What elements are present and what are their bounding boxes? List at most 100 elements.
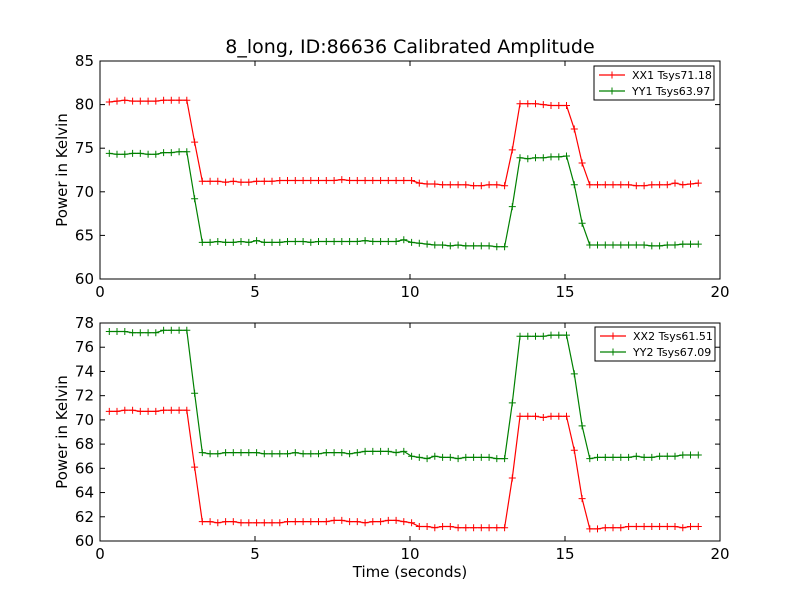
data-point (377, 447, 385, 455)
data-point (369, 447, 377, 455)
data-point (338, 176, 346, 184)
data-point (175, 326, 183, 334)
data-point (508, 474, 516, 482)
data-point (679, 451, 687, 459)
data-point (694, 240, 702, 248)
data-point (144, 150, 152, 158)
data-point (485, 453, 493, 461)
y-tick-label: 60 (75, 270, 94, 288)
data-point (136, 407, 144, 415)
data-point (477, 524, 485, 532)
data-point (361, 237, 369, 245)
data-point (392, 516, 400, 524)
data-point (144, 97, 152, 105)
data-point (121, 96, 129, 104)
data-point (423, 455, 431, 463)
data-point (648, 523, 656, 530)
data-point (268, 177, 276, 185)
data-point (532, 154, 539, 162)
data-point (439, 453, 447, 461)
data-point (547, 412, 555, 420)
data-point (160, 96, 168, 104)
data-point (167, 149, 175, 157)
data-point (663, 181, 671, 189)
data-point (625, 241, 633, 249)
data-point (415, 239, 423, 247)
data-point (330, 177, 338, 184)
data-point (415, 523, 423, 530)
data-point (105, 328, 113, 335)
data-point (470, 242, 478, 250)
data-point (679, 181, 687, 189)
data-point (640, 182, 648, 190)
data-point (570, 446, 578, 454)
chart-title: 8_long, ID:86636 Calibrated Amplitude (225, 36, 594, 58)
data-point (377, 177, 385, 184)
data-point (431, 180, 439, 188)
legend-box (593, 65, 715, 101)
data-point (346, 518, 354, 526)
data-point (431, 524, 439, 532)
data-point (547, 153, 555, 161)
data-point (198, 518, 206, 526)
data-point (625, 181, 633, 189)
data-point (299, 518, 307, 526)
data-point (152, 407, 160, 415)
y-axis-label-1: Power in Kelvin (53, 113, 71, 227)
data-point (260, 238, 268, 246)
data-point (408, 452, 416, 460)
data-point (191, 138, 199, 146)
data-point (369, 518, 377, 526)
y-tick-label: 75 (75, 139, 94, 157)
data-point (578, 159, 586, 167)
data-point (299, 450, 307, 458)
data-point (663, 452, 671, 460)
data-point (322, 238, 330, 245)
data-point (322, 449, 330, 457)
series-markers-2-2 (105, 326, 702, 463)
data-point (493, 181, 501, 189)
data-point (253, 237, 261, 245)
data-point (570, 125, 578, 133)
data-point (578, 422, 586, 430)
data-point (640, 241, 648, 249)
data-point (198, 238, 206, 246)
data-point (229, 518, 237, 526)
legend-marker (608, 71, 616, 79)
data-point (640, 523, 648, 530)
data-point (408, 238, 416, 246)
legend-marker (609, 348, 617, 356)
y-tick-label: 80 (75, 96, 94, 114)
y-tick-label: 65 (75, 226, 94, 244)
data-point (648, 453, 656, 461)
legend-box (594, 326, 716, 362)
data-point (423, 240, 431, 248)
data-point (563, 412, 570, 420)
data-point (656, 181, 664, 189)
data-point (377, 518, 385, 526)
data-point (330, 516, 338, 524)
data-point (353, 449, 361, 457)
data-point (625, 523, 633, 530)
data-point (353, 177, 361, 184)
y-tick-label: 74 (75, 362, 94, 380)
data-point (470, 182, 478, 190)
x-tick-label: 0 (95, 283, 105, 301)
x-tick-label: 0 (95, 545, 105, 563)
data-point (160, 406, 168, 414)
data-point (431, 241, 439, 249)
data-point (617, 241, 625, 249)
legend-marker (608, 87, 616, 95)
data-point (687, 180, 694, 188)
data-point (609, 524, 617, 532)
data-point (454, 241, 462, 249)
data-point (601, 524, 609, 532)
data-point (671, 241, 679, 249)
data-point (632, 452, 640, 460)
data-point (516, 100, 524, 108)
data-point (679, 240, 687, 248)
series-markers-2-1 (106, 407, 702, 533)
data-point (524, 100, 532, 108)
data-point (307, 518, 315, 526)
